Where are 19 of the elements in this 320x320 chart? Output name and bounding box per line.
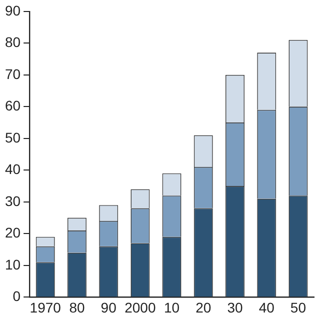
y-tick-label: 40 (4, 161, 21, 178)
y-tick-label: 50 (4, 129, 21, 146)
x-tick-label: 50 (290, 299, 306, 316)
y-tick-label: 90 (4, 2, 21, 18)
x-tick-label: 40 (258, 299, 275, 316)
x-tick-label: 10 (164, 299, 180, 316)
x-tick-label: 30 (227, 299, 243, 316)
y-tick-label: 60 (4, 98, 21, 114)
y-tick-label: 20 (4, 224, 21, 241)
y-tick-label: 80 (4, 34, 21, 50)
y-tick-label: 10 (4, 256, 21, 272)
x-tick-label: 2000 (124, 299, 156, 316)
x-tick-label: 1970 (30, 299, 62, 316)
y-tick-label: 0 (12, 288, 21, 304)
x-tick-label: 20 (196, 299, 212, 316)
y-tick-label: 70 (4, 66, 21, 82)
x-tick-label: 80 (69, 299, 85, 316)
y-tick-label: 30 (4, 192, 21, 209)
x-tick-label: 90 (100, 299, 117, 316)
